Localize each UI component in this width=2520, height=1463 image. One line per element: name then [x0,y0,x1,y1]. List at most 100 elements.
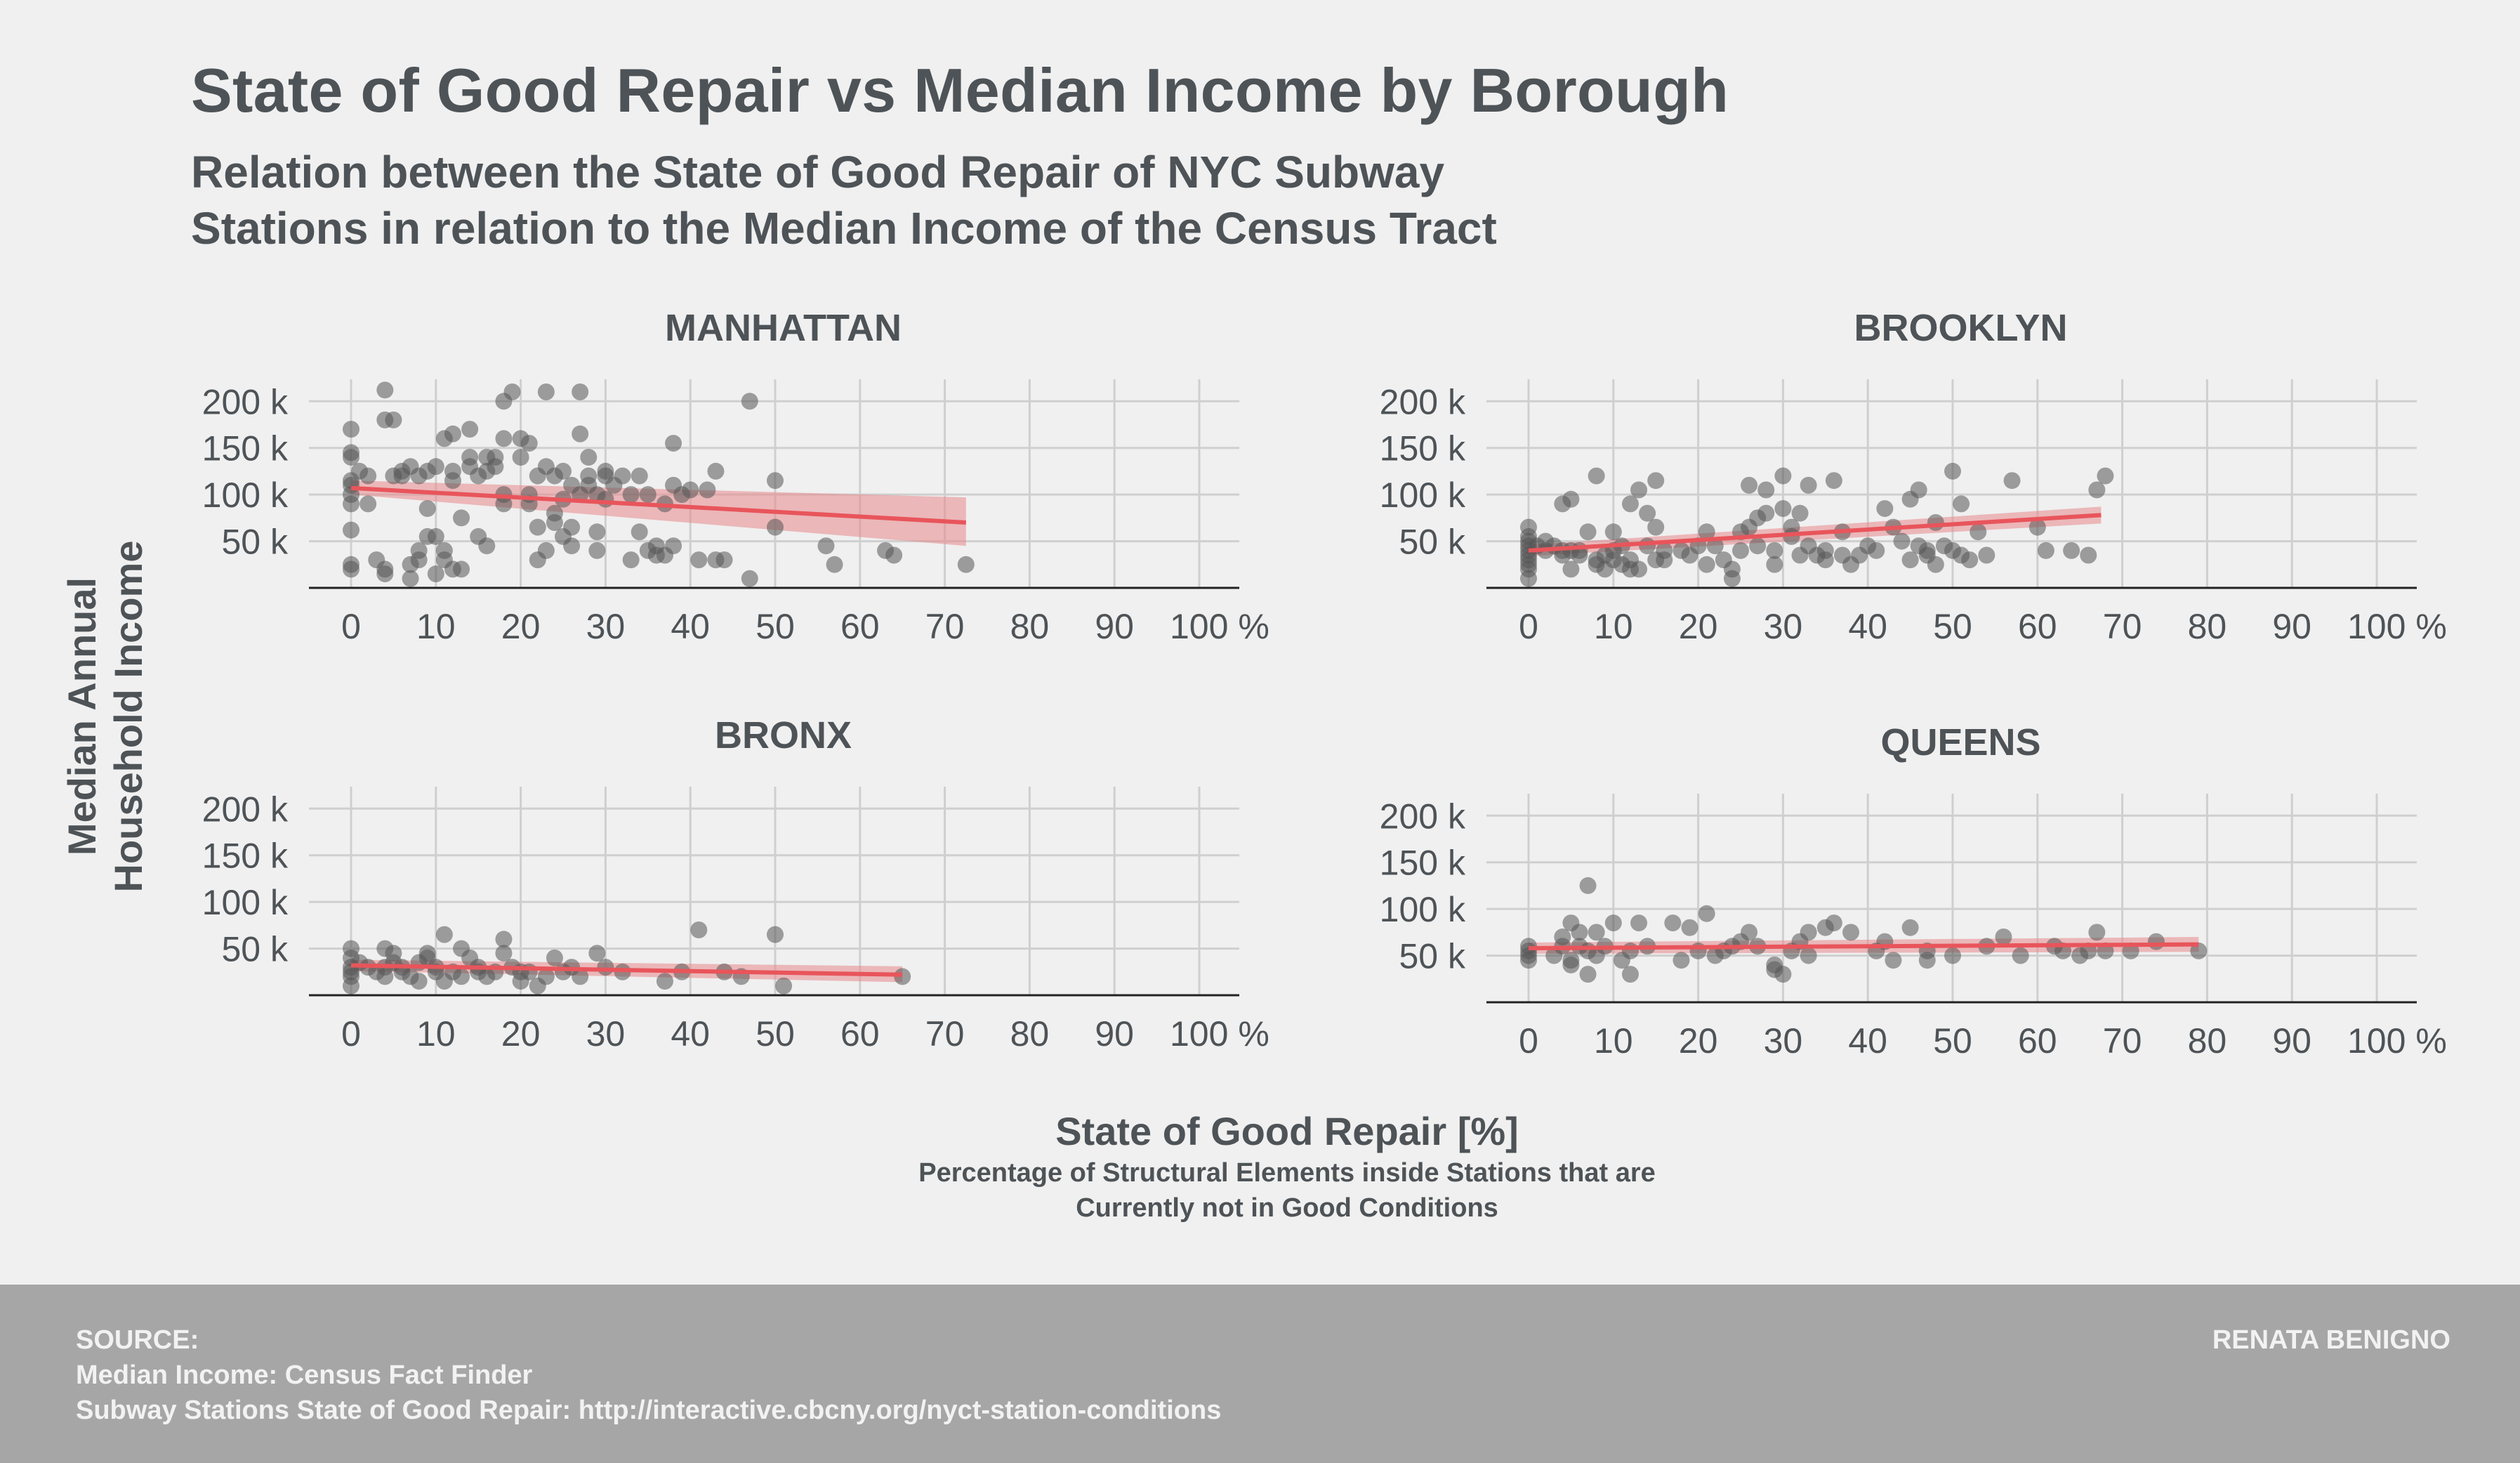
data-point-queens-41 [1800,947,1817,964]
data-point-manhattan-120 [957,556,975,573]
data-point-manhattan-115 [767,518,784,536]
y-tick-label-queens-1: 100 k [1380,890,1466,929]
data-point-brooklyn-92 [1927,556,1944,573]
data-point-manhattan-37 [444,425,461,442]
data-point-brooklyn-96 [1953,495,1970,513]
x-tick-label-brooklyn-0: 0 [1519,607,1538,646]
x-tick-label-manhattan-0: 0 [341,607,361,646]
y-tick-label-brooklyn-3: 200 k [1380,382,1466,421]
data-point-bronx-27 [453,968,470,985]
x-tick-label-bronx-7: 70 [925,1014,965,1054]
data-point-manhattan-93 [622,551,640,569]
x-tick-label-bronx-10: 100 % [1170,1014,1269,1054]
data-point-queens-53 [1995,929,2012,945]
data-point-manhattan-31 [427,458,444,475]
chart-svg-manhattan: MANHATTAN 50 k 100 k 150 k 200 k 0 10 20 30 40 50 6… [202,307,1269,646]
data-point-brooklyn-19 [1562,560,1580,578]
data-point-bronx-40 [537,968,555,985]
data-point-queens-62 [2147,933,2165,950]
x-tick-label-manhattan-8: 80 [1010,607,1050,646]
data-point-manhattan-92 [622,486,640,504]
data-point-manhattan-29 [418,500,436,518]
data-point-bronx-50 [690,921,708,938]
data-point-manhattan-52 [487,458,504,475]
x-tick-label-queens-1: 10 [1594,1021,1633,1061]
data-point-bronx-17 [410,973,428,990]
x-tick-label-brooklyn-10: 100 % [2347,607,2447,646]
data-point-manhattan-0 [343,421,359,438]
panel-title-manhattan: MANHATTAN [665,307,902,349]
data-point-brooklyn-39 [1639,504,1656,522]
data-point-brooklyn-56 [1741,476,1758,494]
data-point-brooklyn-90 [1918,542,1936,559]
y-tick-label-manhattan-2: 150 k [202,429,289,468]
data-point-brooklyn-61 [1757,504,1775,522]
data-point-brooklyn-103 [2037,542,2054,559]
panel-manhattan: MANHATTAN 50 k 100 k 150 k 200 k 0 10 20 30 40 50 6… [169,307,1348,664]
data-point-bronx-46 [597,959,614,976]
x-tick-label-bronx-3: 30 [586,1014,626,1054]
data-point-bronx-55 [894,968,911,985]
data-point-manhattan-106 [682,481,699,499]
data-point-brooklyn-102 [2028,518,2046,536]
data-point-brooklyn-44 [1656,542,1673,559]
data-point-manhattan-78 [572,383,589,400]
data-point-manhattan-96 [639,486,657,504]
subtitle-line-2: Stations in relation to the Median Incom… [191,203,1497,254]
data-point-brooklyn-64 [1774,467,1792,485]
y-axis-label: Median Annual Household Income [59,541,152,893]
data-point-queens-9 [1562,956,1580,973]
data-point-queens-15 [1588,924,1605,941]
x-tick-label-manhattan-1: 10 [416,607,456,646]
trend-line-brooklyn [1528,513,2102,553]
data-point-manhattan-94 [631,467,648,485]
data-point-brooklyn-62 [1766,542,1783,559]
data-point-queens-37 [1774,966,1792,983]
data-point-manhattan-56 [495,430,513,447]
x-tick-label-queens-2: 20 [1679,1021,1718,1061]
data-point-queens-47 [1885,952,1902,969]
data-point-manhattan-88 [597,490,614,508]
data-point-brooklyn-74 [1816,542,1834,559]
chart-svg-brooklyn: BROOKLYN 50 k 100 k 150 k 200 k 0 10 20 30 40 50 60… [1380,307,2447,646]
data-point-brooklyn-34 [1621,495,1639,513]
data-point-brooklyn-63 [1766,556,1783,573]
data-point-manhattan-60 [520,435,538,452]
data-point-bronx-38 [520,963,538,980]
data-point-manhattan-86 [588,542,606,559]
chart-subtitle: Relation between the State of Good Repai… [191,144,1497,256]
trend-line-queens [1528,942,2199,950]
y-tick-label-brooklyn-0: 50 k [1399,523,1466,562]
data-point-brooklyn-86 [1901,551,1919,569]
data-point-bronx-24 [435,926,453,943]
data-point-queens-3 [1520,952,1537,969]
data-point-bronx-34 [495,945,513,962]
data-point-manhattan-111 [715,551,733,569]
data-point-manhattan-82 [580,449,598,466]
data-point-manhattan-91 [614,467,631,485]
data-point-queens-10 [1571,924,1588,941]
data-point-manhattan-77 [563,537,581,555]
y-tick-label-queens-2: 150 k [1380,844,1466,883]
data-point-queens-33 [1741,924,1758,941]
data-point-manhattan-42 [453,509,470,527]
data-point-brooklyn-99 [1970,523,1987,541]
x-tick-label-brooklyn-2: 20 [1679,607,1718,646]
x-tick-label-manhattan-6: 60 [840,607,880,646]
data-point-manhattan-43 [461,421,479,438]
x-tick-label-bronx-5: 50 [756,1014,795,1054]
data-point-brooklyn-21 [1571,546,1588,564]
data-point-bronx-5 [343,977,359,995]
data-point-manhattan-114 [767,472,784,490]
trend-line-bronx [350,963,903,977]
data-point-brooklyn-84 [1893,532,1911,550]
data-point-manhattan-68 [537,542,555,559]
data-point-manhattan-7 [343,521,359,539]
data-point-manhattan-24 [402,570,419,587]
x-tick-label-brooklyn-5: 50 [1933,607,1972,646]
data-point-brooklyn-36 [1630,481,1648,499]
y-tick-label-brooklyn-1: 100 k [1380,475,1466,515]
y-tick-label-bronx-0: 50 k [221,930,289,969]
x-tick-label-bronx-6: 60 [840,1014,880,1054]
x-tick-label-brooklyn-1: 10 [1594,607,1633,646]
